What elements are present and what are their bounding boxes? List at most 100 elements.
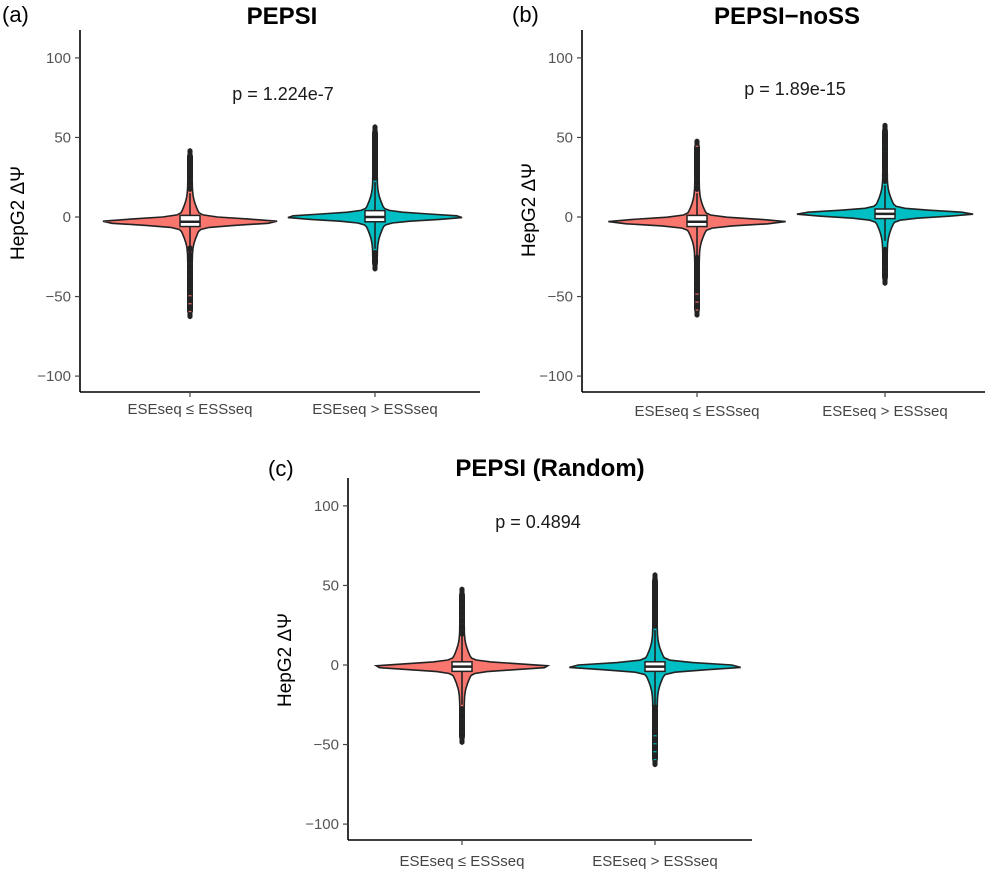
outlier-point [652,596,658,604]
chart-panel-a: (a) PEPSI p = 1.224e-7 100 50 0 −50 −100 HepG2 Δ… [2,2,480,418]
x-tick-label: ESEseq ≤ ESSseq [400,853,525,870]
panel-label: (a) [2,2,29,27]
y-tick-label: −50 [548,289,573,306]
outlier-point [882,246,888,255]
outlier-point [652,621,658,629]
outlier-point [187,304,193,312]
p-value-annotation: p = 1.224e-7 [232,84,334,104]
panel-label: (c) [268,456,294,481]
outlier-point [187,275,193,283]
outlier-point [882,164,888,172]
outlier-point [459,705,465,714]
outlier-point [459,616,465,625]
outlier-point [882,144,888,153]
y-tick-label: −100 [539,368,573,385]
outlier-point [652,721,658,730]
outlier-point [694,138,700,146]
outlier-point [694,286,700,294]
outlier-point [694,184,700,192]
y-tick-label: 0 [331,657,339,674]
chart-title: PEPSI (Random) [455,455,644,482]
y-tick-label: −50 [314,737,339,754]
outlier-point [372,249,378,258]
p-value-annotation: p = 0.4894 [495,512,581,532]
outlier-point [372,124,378,132]
outlier-point [459,597,465,605]
y-tick-label: 100 [46,50,71,67]
outlier-point [652,752,658,760]
outlier-point [372,160,378,169]
outlier-point [694,165,700,173]
outlier-point [652,715,658,723]
outlier-point [187,288,193,296]
y-tick-label: 100 [548,50,573,67]
outlier-point [652,615,658,623]
chart-title: PEPSI [247,3,318,30]
outlier-point [882,122,888,130]
outlier-point [372,148,378,156]
outlier-point [187,245,193,253]
outlier-point [652,589,658,598]
outlier-point [652,572,658,580]
outlier-point [187,154,193,162]
outlier-point [882,253,888,261]
y-tick-label: 0 [63,209,71,226]
outlier-point [694,146,700,154]
p-value-annotation: p = 1.89e-15 [744,79,846,99]
x-tick-label: ESEseq > ESSseq [592,853,718,870]
chart-panel-c: (c) PEPSI (Random) p = 0.4894 100 50 0 −50 −100… [268,455,752,870]
outlier-point [694,267,700,275]
outlier-point [459,610,465,618]
y-tick-label: 50 [54,129,71,146]
outlier-point [652,602,658,610]
y-axis-label: HepG2 ΔΨ [8,166,29,260]
x-tick-label: ESEseq > ESSseq [312,401,438,418]
outlier-point [882,151,888,159]
violin-ese-le-ess [102,148,278,320]
outlier-point [187,269,193,277]
outlier-point [882,265,888,274]
x-tick-label: ESEseq > ESSseq [822,403,948,420]
outlier-point [694,294,700,302]
y-axis-label: HepG2 ΔΨ [519,163,540,257]
y-tick-label: 100 [314,498,339,515]
outlier-point [187,184,193,192]
outlier-point [882,176,888,185]
x-tick-label: ESEseq ≤ ESSseq [128,401,253,418]
outlier-point [652,704,658,712]
panel-label: (b) [512,2,539,27]
outlier-point [652,760,658,768]
outlier-point [882,259,888,267]
outlier-point [694,178,700,186]
outlier-point [459,629,465,637]
outlier-point [882,157,888,165]
outlier-point [187,262,193,270]
outlier-point [882,272,888,280]
outlier-point [882,170,888,178]
violin-ese-gt-ess [287,124,463,272]
outlier-point [694,172,700,180]
y-tick-label: −100 [305,816,339,833]
violin-ese-gt-ess [569,572,741,768]
outlier-point [372,135,378,143]
outlier-point [694,310,700,318]
outlier-point [652,583,658,591]
outlier-point [694,159,700,167]
outlier-point [882,278,888,286]
outlier-point [694,302,700,310]
outlier-point [459,586,465,594]
outlier-point [694,261,700,269]
outlier-point [372,173,378,181]
outlier-point [459,725,465,733]
chart-title: PEPSI−noSS [714,3,860,30]
outlier-point [694,254,700,262]
outlier-point [459,623,465,631]
outlier-point [187,312,193,320]
chart-panel-b: (b) PEPSI−noSS p = 1.89e-15 100 50 0 −50 −100 He… [512,2,985,420]
outlier-point [459,712,465,720]
outlier-point [652,608,658,617]
violin-ese-le-ess [608,138,786,318]
outlier-point [652,736,658,744]
outlier-point [187,296,193,304]
